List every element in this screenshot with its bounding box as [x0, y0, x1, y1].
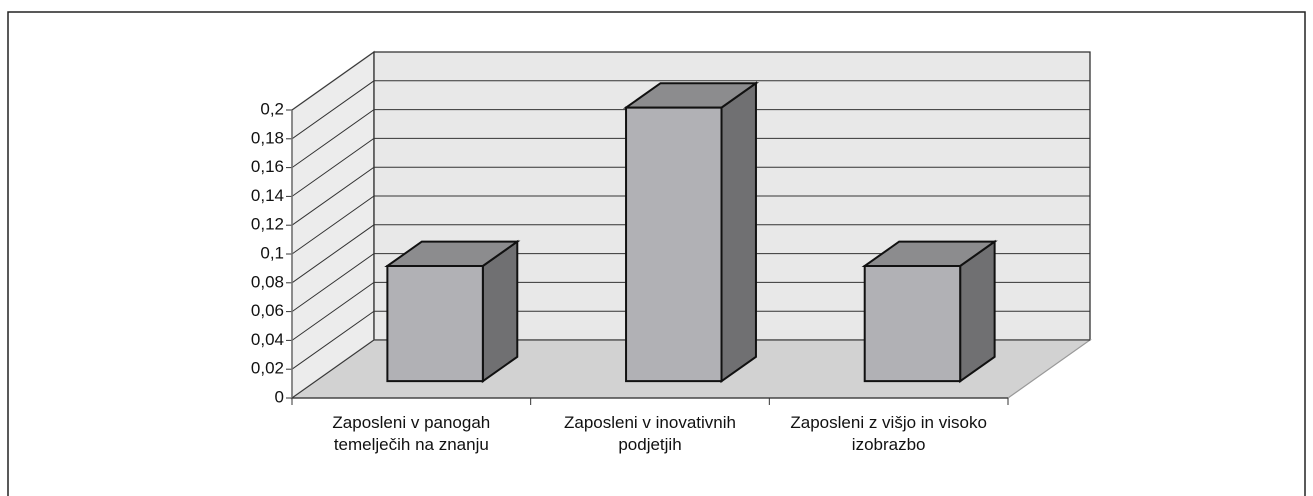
grid-line	[291, 195, 1090, 255]
y-tick-label: 0,08	[251, 272, 284, 291]
y-tick-label: 0	[275, 387, 284, 406]
bar	[386, 264, 484, 383]
y-tick-label: 0,06	[251, 301, 284, 320]
bar	[863, 264, 962, 383]
grid-line	[291, 253, 1090, 313]
x-tick-label: Zaposleni z višjo in visoko izobrazbo	[790, 413, 987, 454]
grid-line	[291, 166, 1090, 226]
grid-line	[291, 80, 1090, 140]
x-tick-label: Zaposleni v panogah temelječih na znanju	[332, 413, 491, 454]
y-tick-label: 0,14	[251, 186, 284, 205]
grid-line	[291, 281, 1090, 341]
y-tick-label: 0,2	[260, 99, 284, 118]
frame	[7, 11, 1306, 496]
y-tick-label: 0,02	[251, 359, 284, 378]
y-tick-label: 0,16	[251, 157, 284, 176]
grid-line	[291, 339, 1090, 399]
grid-line	[291, 51, 1090, 111]
y-tick-label: 0,1	[260, 243, 284, 262]
grid-line	[291, 109, 1090, 169]
y-tick-label: 0,18	[251, 128, 284, 147]
bar-side	[720, 81, 757, 384]
grid-line	[291, 224, 1090, 284]
y-tick-label: 0,04	[251, 330, 284, 349]
x-tick-label: Zaposleni v inovativnih podjetjih	[564, 413, 736, 454]
grid-line	[291, 310, 1090, 370]
grid-line	[291, 137, 1090, 197]
y-tick-label: 0,12	[251, 215, 284, 234]
bar	[625, 106, 723, 383]
